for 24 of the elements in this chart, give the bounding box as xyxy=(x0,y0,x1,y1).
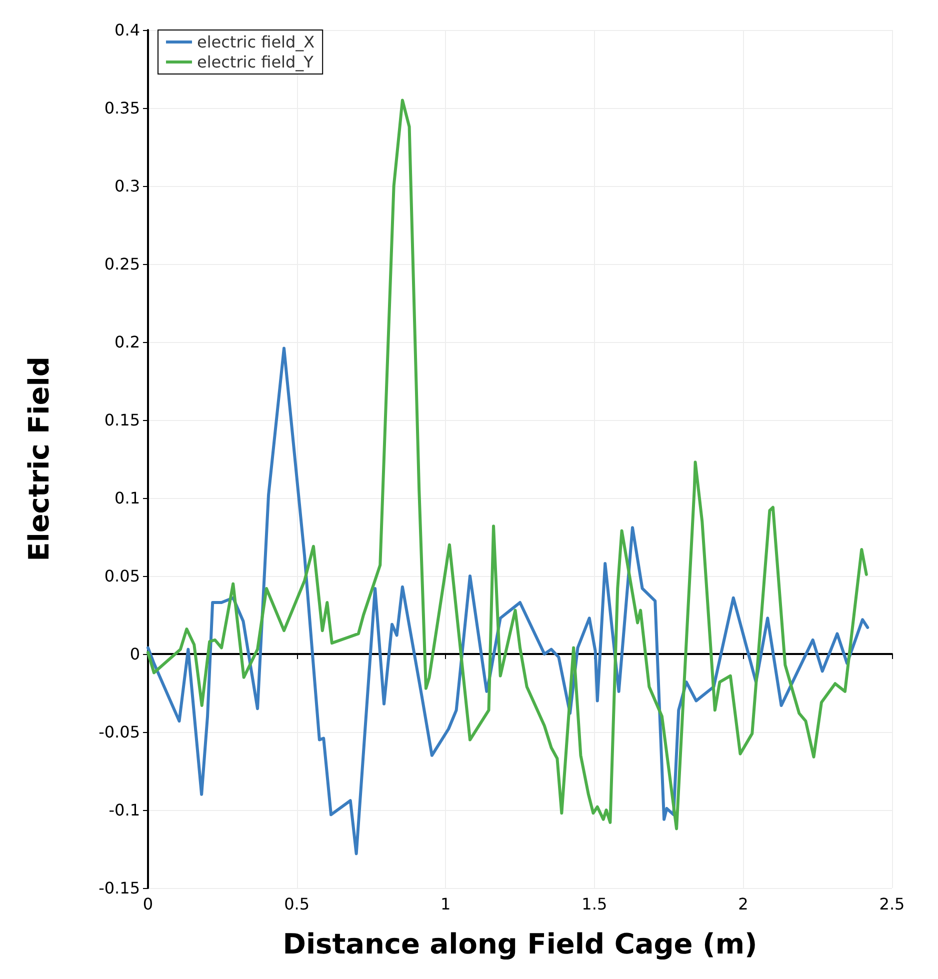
line-series xyxy=(146,346,870,856)
y-tick-label: -0.15 xyxy=(98,878,140,898)
legend-label: electric field_X xyxy=(197,32,315,52)
y-tick-label: 0.1 xyxy=(114,488,140,508)
y-tick-label: 0.4 xyxy=(114,20,140,40)
x-axis-title: Distance along Field Cage (m) xyxy=(282,928,758,960)
x-tick-label: 0.5 xyxy=(284,894,310,914)
y-tick-label: -0.1 xyxy=(108,800,140,820)
x-tick-label: 0 xyxy=(142,894,154,914)
y-tick-label: 0 xyxy=(130,644,140,664)
y-tick-label: 0.3 xyxy=(114,176,140,196)
line-series xyxy=(146,98,868,830)
y-tick-label: 0.2 xyxy=(114,332,140,352)
x-tick-label: 2.5 xyxy=(879,894,905,914)
x-tick-label: 1.5 xyxy=(582,894,608,914)
y-tick-label: 0.05 xyxy=(104,566,140,586)
y-tick-label: -0.05 xyxy=(98,722,140,742)
y-tick-label: 0.35 xyxy=(104,98,140,118)
y-tick-label: 0.15 xyxy=(104,410,140,430)
y-axis-title: Electric Field xyxy=(22,356,56,562)
x-tick-label: 2 xyxy=(738,894,748,914)
legend-label: electric field_Y xyxy=(197,52,314,72)
y-tick-label: 0.25 xyxy=(104,254,140,274)
x-tick-label: 1 xyxy=(440,894,451,914)
